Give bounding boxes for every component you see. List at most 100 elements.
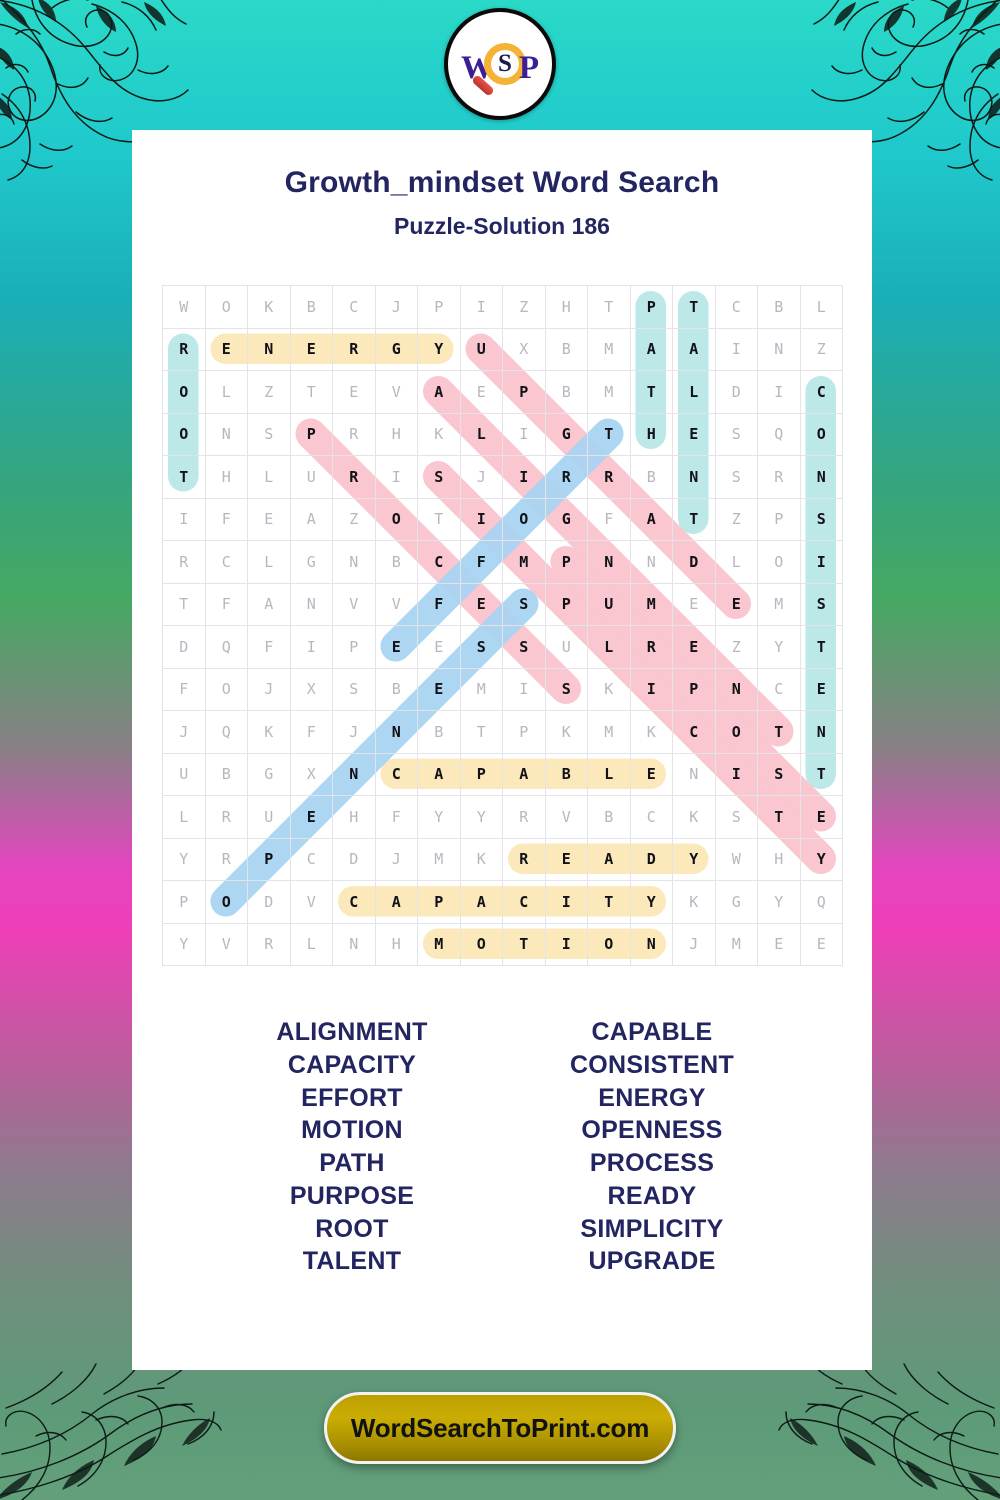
grid-cell[interactable]: F [417,582,461,626]
grid-cell[interactable]: E [332,370,376,414]
grid-cell[interactable]: O [162,412,206,456]
grid-cell[interactable]: V [332,582,376,626]
grid-cell[interactable]: S [502,582,546,626]
grid-cell[interactable]: I [714,327,758,371]
grid-cell[interactable]: M [587,710,631,754]
grid-cell[interactable]: P [502,370,546,414]
grid-cell[interactable]: E [714,582,758,626]
grid-cell[interactable]: C [757,667,801,711]
grid-cell[interactable]: O [502,497,546,541]
grid-cell[interactable]: O [204,880,248,924]
grid-cell[interactable]: V [374,582,418,626]
grid-cell[interactable]: I [289,625,333,669]
grid-cell[interactable]: S [544,667,588,711]
grid-cell[interactable]: K [672,880,716,924]
grid-cell[interactable]: D [672,540,716,584]
grid-cell[interactable]: P [502,710,546,754]
grid-cell[interactable]: Z [714,625,758,669]
grid-cell[interactable]: A [289,497,333,541]
grid-cell[interactable]: M [459,667,503,711]
grid-cell[interactable]: A [502,752,546,796]
grid-cell[interactable]: I [502,667,546,711]
grid-cell[interactable]: J [672,922,716,966]
grid-cell[interactable]: S [714,455,758,499]
grid-cell[interactable]: B [587,795,631,839]
grid-cell[interactable]: I [544,922,588,966]
grid-cell[interactable]: N [587,540,631,584]
grid-cell[interactable]: I [757,370,801,414]
grid-cell[interactable]: H [332,795,376,839]
grid-cell[interactable]: D [629,837,673,881]
grid-cell[interactable]: A [629,327,673,371]
grid-cell[interactable]: A [417,752,461,796]
grid-cell[interactable]: R [544,455,588,499]
grid-cell[interactable]: B [374,667,418,711]
grid-cell[interactable]: T [502,922,546,966]
grid-cell[interactable]: F [374,795,418,839]
grid-cell[interactable]: R [332,327,376,371]
grid-cell[interactable]: Q [204,625,248,669]
grid-cell[interactable]: O [799,412,843,456]
grid-cell[interactable]: I [459,497,503,541]
grid-cell[interactable]: A [587,837,631,881]
grid-cell[interactable]: T [587,412,631,456]
grid-cell[interactable]: E [672,412,716,456]
grid-cell[interactable]: M [714,922,758,966]
grid-cell[interactable]: F [289,710,333,754]
grid-cell[interactable]: C [502,880,546,924]
grid-cell[interactable]: I [502,412,546,456]
grid-cell[interactable]: F [587,497,631,541]
grid-cell[interactable]: O [757,540,801,584]
grid-cell[interactable]: N [332,922,376,966]
grid-cell[interactable]: S [502,625,546,669]
grid-cell[interactable]: E [417,625,461,669]
grid-cell[interactable]: U [289,455,333,499]
grid-cell[interactable]: E [459,582,503,626]
grid-cell[interactable]: P [332,625,376,669]
grid-cell[interactable]: L [204,370,248,414]
grid-cell[interactable]: S [417,455,461,499]
grid-cell[interactable]: I [459,285,503,329]
grid-cell[interactable]: P [417,880,461,924]
grid-cell[interactable]: O [459,922,503,966]
grid-cell[interactable]: G [247,752,291,796]
grid-cell[interactable]: Z [714,497,758,541]
grid-cell[interactable]: Z [247,370,291,414]
grid-cell[interactable]: P [544,582,588,626]
grid-cell[interactable]: L [289,922,333,966]
grid-cell[interactable]: T [587,285,631,329]
grid-cell[interactable]: C [204,540,248,584]
grid-cell[interactable]: N [629,540,673,584]
grid-cell[interactable]: T [799,625,843,669]
grid-cell[interactable]: A [459,880,503,924]
grid-cell[interactable]: F [204,582,248,626]
grid-cell[interactable]: H [204,455,248,499]
grid-cell[interactable]: I [162,497,206,541]
grid-cell[interactable]: T [587,880,631,924]
grid-cell[interactable]: B [544,327,588,371]
grid-cell[interactable]: L [162,795,206,839]
grid-cell[interactable]: X [289,752,333,796]
grid-cell[interactable]: T [162,582,206,626]
grid-cell[interactable]: S [714,795,758,839]
grid-cell[interactable]: L [587,625,631,669]
grid-cell[interactable]: M [417,922,461,966]
grid-cell[interactable]: E [374,625,418,669]
grid-cell[interactable]: O [204,285,248,329]
grid-cell[interactable]: A [672,327,716,371]
grid-cell[interactable]: R [332,412,376,456]
grid-cell[interactable]: W [162,285,206,329]
grid-cell[interactable]: K [587,667,631,711]
grid-cell[interactable]: N [374,710,418,754]
grid-cell[interactable]: J [332,710,376,754]
grid-cell[interactable]: U [459,327,503,371]
grid-cell[interactable]: G [714,880,758,924]
grid-cell[interactable]: C [332,880,376,924]
grid-cell[interactable]: Y [672,837,716,881]
grid-cell[interactable]: K [417,412,461,456]
grid-cell[interactable]: E [544,837,588,881]
grid-cell[interactable]: N [672,455,716,499]
grid-cell[interactable]: V [544,795,588,839]
grid-cell[interactable]: M [502,540,546,584]
grid-cell[interactable]: R [587,455,631,499]
